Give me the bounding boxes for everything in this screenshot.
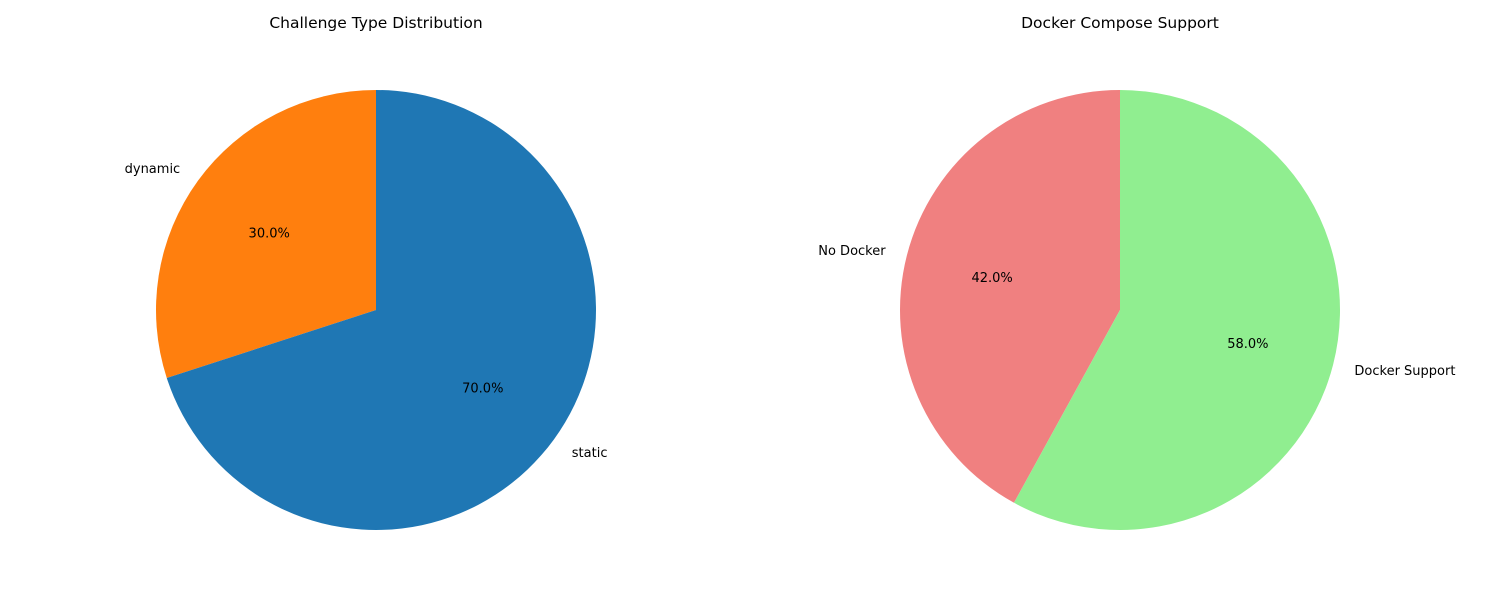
category-label-dynamic: dynamic xyxy=(125,162,181,177)
challenge-type-pie: 30.0% dynamic 70.0% static Challenge Type Di… xyxy=(125,14,608,530)
category-label-no-docker: No Docker xyxy=(818,244,886,259)
docker-support-pie: 42.0% No Docker 58.0% Docker Support Docker … xyxy=(818,14,1455,530)
pct-label-no-docker: 42.0% xyxy=(971,271,1012,286)
pct-label-static: 70.0% xyxy=(462,382,503,397)
chart-title: Docker Compose Support xyxy=(1021,14,1219,32)
chart-title: Challenge Type Distribution xyxy=(269,14,482,32)
pie-slice-dynamic xyxy=(155,90,376,378)
pie-slice-docker-support xyxy=(1014,90,1340,530)
category-label-docker-support: Docker Support xyxy=(1354,364,1455,379)
category-label-static: static xyxy=(572,446,608,461)
pct-label-docker-support: 58.0% xyxy=(1227,337,1268,352)
pie-slice-static xyxy=(166,90,596,530)
pct-label-dynamic: 30.0% xyxy=(249,226,290,241)
pie-slice-no-docker xyxy=(899,90,1120,503)
